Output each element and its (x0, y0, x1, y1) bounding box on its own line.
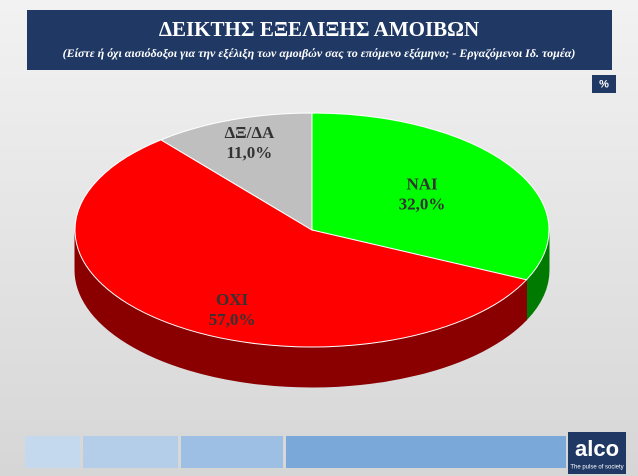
slice-label: ΝΑΙ (406, 174, 438, 193)
pie-slice (74, 139, 528, 348)
footer-block (181, 436, 283, 468)
logo-box (568, 432, 626, 474)
slice-value-label: 57,0% (209, 310, 256, 329)
footer-block (83, 436, 178, 468)
slice-value-label: 11,0% (226, 143, 272, 162)
logo-tagline: The pulse of society (570, 465, 623, 471)
pie-slice (311, 112, 550, 281)
chart-title: ΔΕΙΚΤΗΣ ΕΞΕΛΙΞΗΣ ΑΜΟΙΒΩΝ (159, 17, 479, 41)
footer-block (286, 436, 566, 468)
slice-value-label: 32,0% (399, 194, 446, 213)
unit-badge-text: % (599, 78, 609, 90)
chart-subtitle: (Είστε ή όχι αισιόδοξοι για την εξέλιξη … (63, 46, 576, 60)
unit-badge (592, 75, 616, 93)
slice-label: ΔΞ/ΔΑ (224, 123, 275, 142)
logo-name: alco (575, 436, 619, 461)
header-bar (27, 10, 612, 70)
slice-label: ΟΧΙ (216, 290, 249, 309)
footer-block (25, 436, 80, 468)
pie-slice (159, 112, 313, 231)
